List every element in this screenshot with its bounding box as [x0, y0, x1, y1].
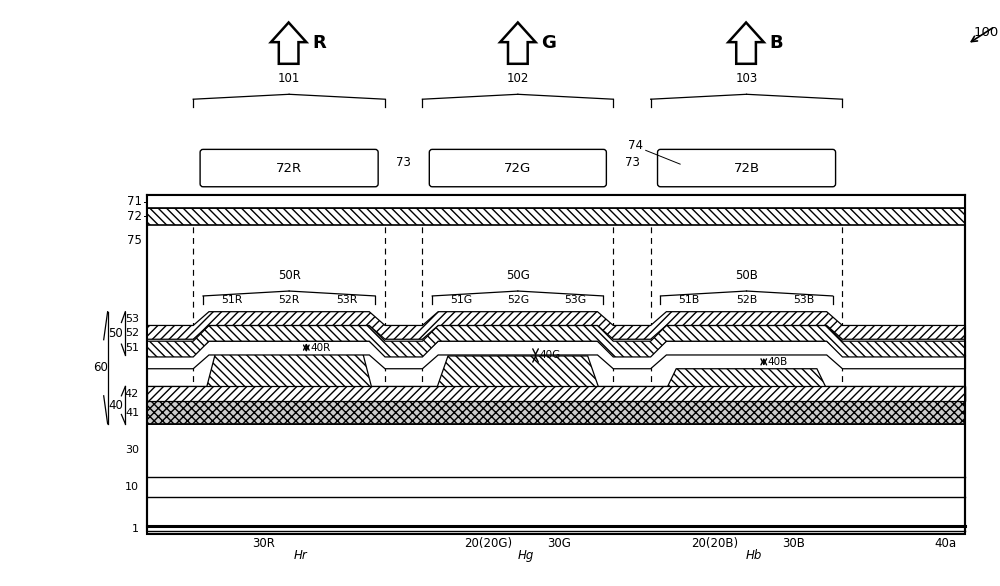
Text: 52B: 52B [736, 295, 757, 305]
Bar [147, 401, 965, 424]
Text: Hr: Hr [294, 549, 307, 562]
Bar [147, 386, 965, 401]
FancyArrow shape [271, 22, 306, 64]
Polygon shape [147, 312, 965, 339]
Text: 40G: 40G [539, 350, 561, 360]
Text: 53R: 53R [336, 295, 357, 305]
Text: 51G: 51G [450, 295, 472, 305]
FancyBboxPatch shape [658, 149, 836, 187]
Text: 50R: 50R [278, 269, 301, 282]
Text: 73: 73 [625, 156, 639, 169]
Text: R: R [312, 34, 326, 52]
Text: 10: 10 [125, 482, 139, 492]
Text: Hg: Hg [518, 549, 534, 562]
Polygon shape [203, 340, 375, 401]
FancyArrow shape [728, 22, 764, 64]
Text: 30: 30 [125, 445, 139, 455]
Text: 103: 103 [735, 73, 758, 86]
Text: 40a: 40a [935, 537, 957, 550]
Text: Hb: Hb [746, 549, 762, 562]
Bar [147, 195, 965, 209]
Text: 52G: 52G [507, 295, 529, 305]
Text: 102: 102 [507, 73, 529, 86]
Text: 72R: 72R [276, 162, 302, 175]
Text: 50: 50 [109, 327, 123, 340]
Text: 40B: 40B [768, 357, 788, 367]
Text: 53G: 53G [564, 295, 586, 305]
Polygon shape [432, 356, 603, 401]
FancyBboxPatch shape [429, 149, 606, 187]
Text: 75: 75 [127, 234, 142, 247]
Polygon shape [147, 341, 965, 369]
Bar [147, 401, 965, 424]
Polygon shape [660, 369, 833, 401]
Text: 60: 60 [93, 361, 108, 374]
Text: 1: 1 [132, 524, 139, 534]
FancyBboxPatch shape [200, 149, 378, 187]
FancyArrow shape [500, 22, 536, 64]
Text: 42: 42 [125, 389, 139, 399]
Text: 53: 53 [125, 314, 139, 323]
Text: B: B [770, 34, 783, 52]
Text: 73: 73 [396, 156, 411, 169]
Text: 71: 71 [127, 195, 142, 208]
Text: 40: 40 [108, 398, 123, 411]
Text: 20(20B): 20(20B) [691, 537, 738, 550]
Text: 51B: 51B [679, 295, 700, 305]
Text: 30R: 30R [253, 537, 275, 550]
Text: 101: 101 [278, 73, 300, 86]
Text: 50G: 50G [506, 269, 530, 282]
Text: 72G: 72G [504, 162, 531, 175]
Text: 30B: 30B [782, 537, 805, 550]
Text: 100: 100 [973, 26, 999, 39]
Text: 53B: 53B [793, 295, 815, 305]
Bar [147, 386, 965, 401]
Polygon shape [147, 325, 965, 357]
Text: 74: 74 [628, 139, 643, 152]
Text: 20(20G): 20(20G) [464, 537, 512, 550]
Text: 52R: 52R [278, 295, 300, 305]
Text: 50B: 50B [735, 269, 758, 282]
Text: 72B: 72B [733, 162, 760, 175]
Text: 41: 41 [125, 407, 139, 417]
Text: 51: 51 [125, 343, 139, 353]
Text: G: G [541, 34, 556, 52]
Bar [147, 209, 965, 225]
Bar [147, 195, 965, 534]
Text: 30G: 30G [547, 537, 571, 550]
Text: 72: 72 [127, 210, 142, 223]
Text: 51R: 51R [221, 295, 242, 305]
Text: 52: 52 [125, 328, 139, 338]
Text: 40R: 40R [310, 343, 331, 353]
